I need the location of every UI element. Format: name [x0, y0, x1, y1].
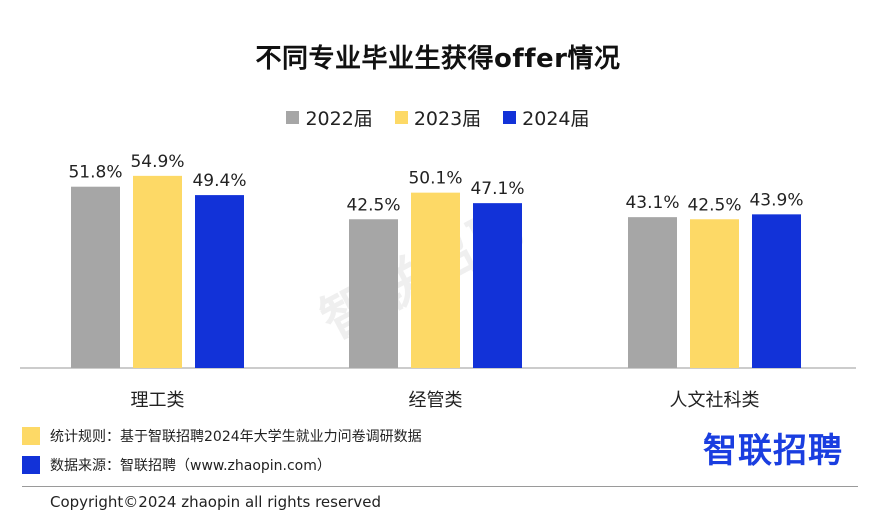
- chart-legend: 2022届 2023届 2024届: [0, 104, 876, 131]
- data-label-3-3: 43.9%: [749, 190, 803, 210]
- zhaopin-logo: 智联招聘: [703, 431, 843, 471]
- note-source-text: 数据来源：智联招聘（www.zhaopin.com）: [50, 458, 331, 474]
- data-label-2-2: 50.1%: [408, 169, 462, 189]
- category-label-1: 理工类: [131, 390, 185, 411]
- note-rule: 统计规则：基于智联招聘2024年大学生就业力问卷调研数据: [22, 426, 422, 446]
- data-label-3-2: 42.5%: [687, 195, 741, 215]
- legend-swatch-2022: [286, 111, 300, 124]
- bar-2-3: [473, 203, 522, 368]
- data-label-2-3: 47.1%: [470, 179, 524, 199]
- footer-divider: [22, 486, 858, 487]
- copyright-text: Copyright©2024 zhaopin all rights reserv…: [50, 493, 381, 511]
- category-label-3: 人文社科类: [670, 390, 760, 411]
- legend-swatch-2024: [503, 111, 517, 124]
- data-label-2-1: 42.5%: [346, 195, 400, 215]
- legend-label-2023: 2023届: [413, 108, 482, 130]
- chart-title: 不同专业毕业生获得offer情况: [255, 44, 621, 74]
- data-label-1-2: 54.9%: [130, 152, 184, 172]
- legend-item-2022: 2022届: [286, 104, 373, 131]
- data-label-1-1: 51.8%: [68, 163, 122, 183]
- data-label-1-3: 49.4%: [192, 171, 246, 191]
- bar-3-1: [628, 217, 677, 368]
- legend-item-2024: 2024届: [503, 104, 590, 131]
- note-rule-swatch: [22, 427, 40, 445]
- legend-item-2023: 2023届: [394, 104, 482, 131]
- note-source: 数据来源：智联招聘（www.zhaopin.com）: [22, 455, 331, 475]
- legend-swatch-2023: [394, 111, 408, 124]
- bar-1-3: [195, 195, 244, 368]
- bar-1-1: [71, 186, 120, 368]
- legend-label-2024: 2024届: [522, 108, 590, 130]
- category-label-2: 经管类: [409, 390, 463, 411]
- bar-2-2: [411, 192, 460, 368]
- note-rule-text: 统计规则：基于智联招聘2024年大学生就业力问卷调研数据: [50, 429, 422, 445]
- bar-2-1: [349, 219, 398, 368]
- bar-3-2: [690, 219, 739, 368]
- note-source-swatch: [22, 456, 40, 474]
- data-label-3-1: 43.1%: [625, 193, 679, 213]
- bar-1-2: [133, 175, 182, 368]
- legend-label-2022: 2022届: [305, 108, 373, 130]
- bar-3-3: [752, 214, 801, 368]
